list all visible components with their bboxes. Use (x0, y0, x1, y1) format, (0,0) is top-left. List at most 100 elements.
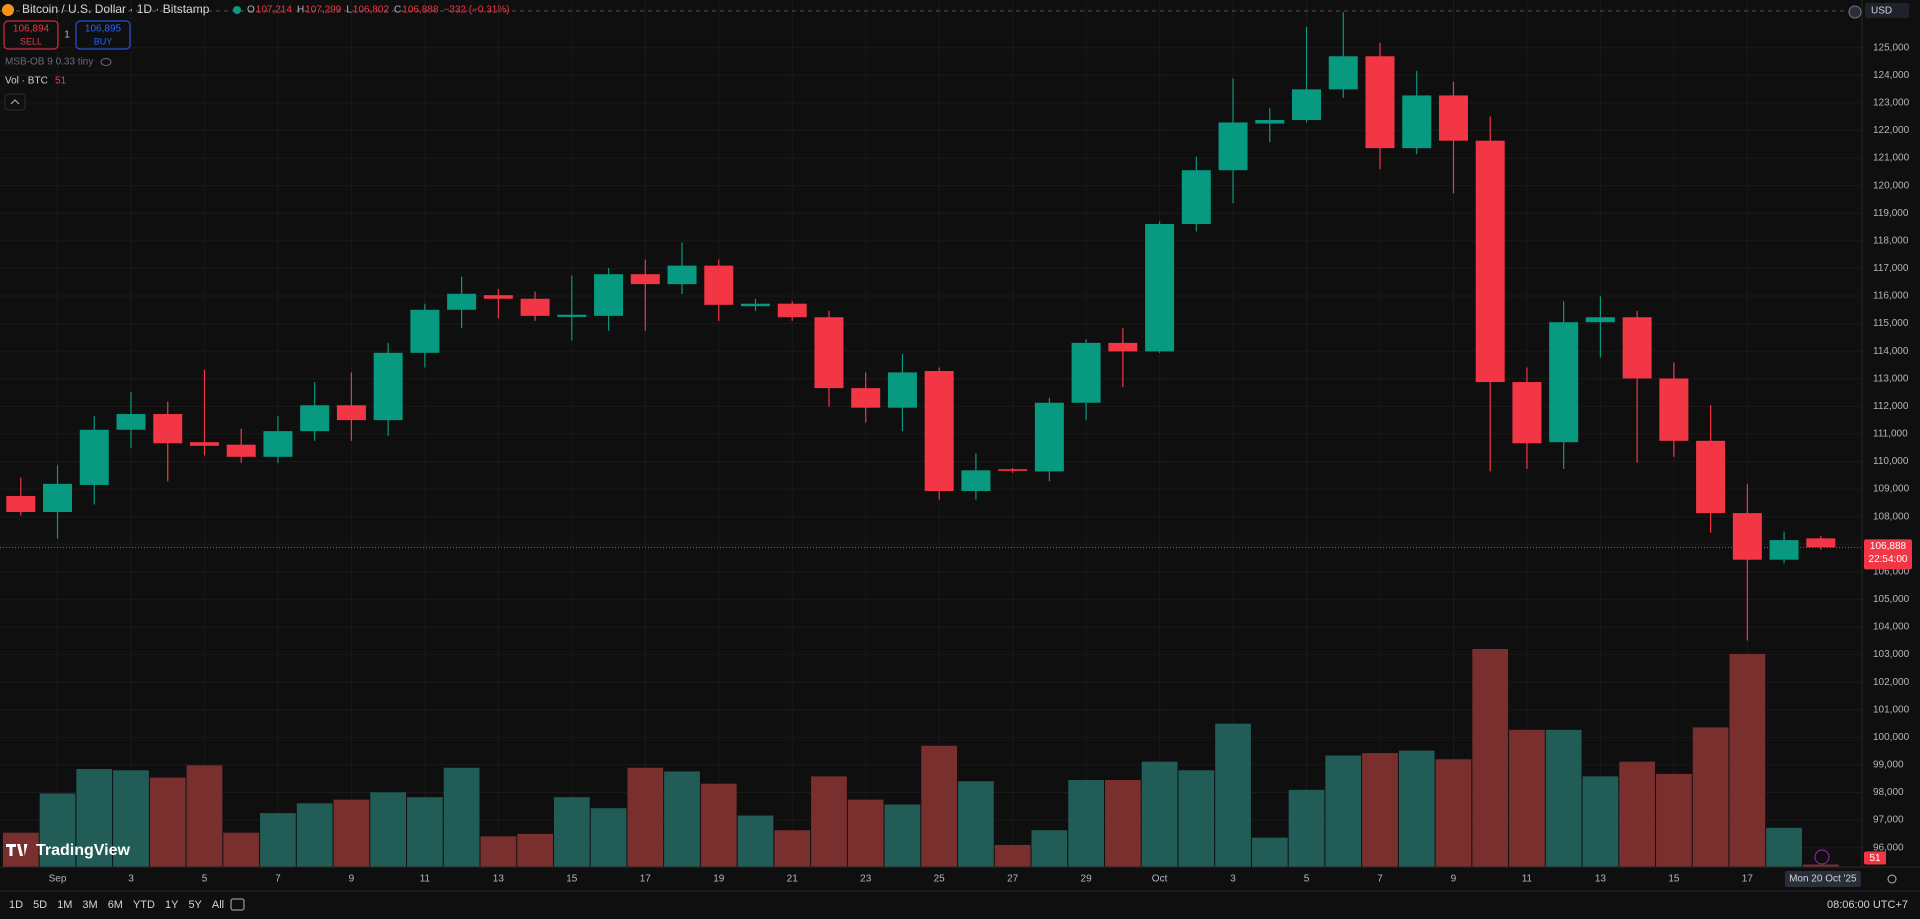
x-tick-label: 9 (349, 874, 355, 885)
y-tick-label: 125,000 (1873, 42, 1910, 53)
date-range-icon[interactable] (230, 898, 245, 911)
currency-box[interactable] (1865, 3, 1909, 18)
x-tick-label: 17 (640, 874, 652, 885)
candle-body (594, 274, 624, 316)
volume-bar (1729, 653, 1766, 867)
volume-bar (223, 832, 260, 867)
volume-bar (1435, 759, 1472, 867)
candle-body (1218, 122, 1248, 171)
indicator-legend[interactable]: MSB-OB 9 0.33 tiny (5, 57, 93, 68)
ohlc-key: C (394, 5, 401, 16)
candle-body (300, 405, 330, 432)
x-tick-label: 3 (1230, 874, 1236, 885)
x-tick-label: 11 (420, 874, 431, 885)
y-tick-label: 106,000 (1873, 566, 1910, 577)
candle-body (851, 388, 881, 408)
x-tick-label: 15 (1668, 874, 1680, 885)
symbol-title[interactable]: Bitcoin / U.S. Dollar · 1D · Bitstamp (22, 2, 210, 16)
volume-bar (553, 797, 590, 867)
collapse-button[interactable] (4, 93, 26, 111)
volume-bar (1288, 789, 1325, 867)
replay-icon[interactable] (1814, 849, 1830, 865)
y-tick-label: 120,000 (1873, 180, 1910, 191)
volume-bar (774, 830, 811, 867)
y-tick-label: 108,000 (1873, 511, 1910, 522)
volume-bar (1509, 729, 1545, 867)
candle-body (1659, 378, 1689, 441)
candle-body (1585, 317, 1615, 323)
volume-bar (1362, 753, 1398, 867)
clock[interactable]: 08:06:00 UTC+7 (1827, 899, 1908, 911)
range-button[interactable]: All (212, 899, 224, 911)
sell-button[interactable] (3, 20, 59, 50)
volume-legend[interactable]: Vol · BTC (5, 76, 48, 87)
candle-body (887, 372, 917, 408)
currency: USD (1871, 6, 1892, 17)
volume-label: 51 (1869, 853, 1881, 864)
volume-bar (627, 767, 664, 867)
settings-icon[interactable] (1887, 874, 1897, 884)
y-tick-label: 103,000 (1873, 649, 1910, 660)
volume-bar (1141, 761, 1178, 867)
candles (6, 12, 1836, 641)
range-button[interactable]: 1D (9, 899, 23, 911)
candle-body (1696, 440, 1726, 514)
candle-body (1769, 540, 1799, 560)
candle-body (1438, 95, 1468, 141)
volume-bar (921, 745, 958, 867)
range-button[interactable]: 6M (108, 899, 123, 911)
y-tick-label: 112,000 (1873, 401, 1909, 412)
volume-bar (407, 797, 443, 867)
candle-body (704, 265, 734, 305)
range-button[interactable]: YTD (133, 899, 155, 911)
x-tick-label: 11 (1522, 874, 1533, 885)
candle-body (43, 483, 73, 512)
volume-bar (1766, 827, 1802, 867)
range-button[interactable]: 5D (33, 899, 47, 911)
candle-body (6, 495, 36, 512)
y-tick-label: 121,000 (1873, 153, 1910, 164)
candle-body (777, 303, 807, 318)
y-tick-label: 119,000 (1873, 208, 1909, 219)
logo[interactable]: TradingView (36, 842, 131, 859)
y-tick-label: 99,000 (1873, 760, 1904, 771)
volume-label-box (1864, 851, 1886, 865)
volume-bar (1104, 780, 1141, 867)
y-tick-label: 118,000 (1873, 235, 1909, 246)
y-tick-label: 102,000 (1873, 677, 1910, 688)
candle-body (79, 429, 109, 485)
y-tick-label: 110,000 (1873, 456, 1909, 467)
countdown: 22:54:00 (1869, 554, 1908, 565)
volume-bar (847, 799, 884, 867)
candle-body (1255, 119, 1285, 124)
x-tick-label: 13 (1595, 874, 1607, 885)
volume-bar (113, 770, 149, 867)
volume-bar (186, 765, 223, 867)
volume-bar (1619, 761, 1656, 867)
last-price-box (1864, 539, 1912, 570)
volume-bar (1656, 773, 1692, 867)
x-tick-label: Sep (49, 874, 67, 885)
range-button[interactable]: 3M (82, 899, 97, 911)
volume-bar (664, 771, 700, 867)
add-button[interactable] (1848, 5, 1862, 19)
candle-body (520, 298, 550, 316)
range-button[interactable]: 1M (57, 899, 72, 911)
y-tick-label: 104,000 (1873, 622, 1910, 633)
candle-body (1732, 513, 1762, 560)
x-tick-label: 13 (493, 874, 505, 885)
y-tick-label: 113,000 (1873, 373, 1909, 384)
volume-bar (1582, 776, 1619, 867)
range-button[interactable]: 5Y (188, 899, 202, 911)
range-button[interactable]: 1Y (165, 899, 179, 911)
candle-body (1181, 170, 1211, 224)
visibility-icon[interactable] (100, 58, 112, 66)
buy-button[interactable] (75, 20, 131, 50)
y-tick-label: 97,000 (1873, 815, 1904, 826)
sell-label: SELL (20, 36, 42, 46)
x-tick-label: 7 (1377, 874, 1383, 885)
volume-bar (994, 844, 1031, 867)
candle-body (741, 303, 770, 307)
x-tick-label: 15 (566, 874, 578, 885)
